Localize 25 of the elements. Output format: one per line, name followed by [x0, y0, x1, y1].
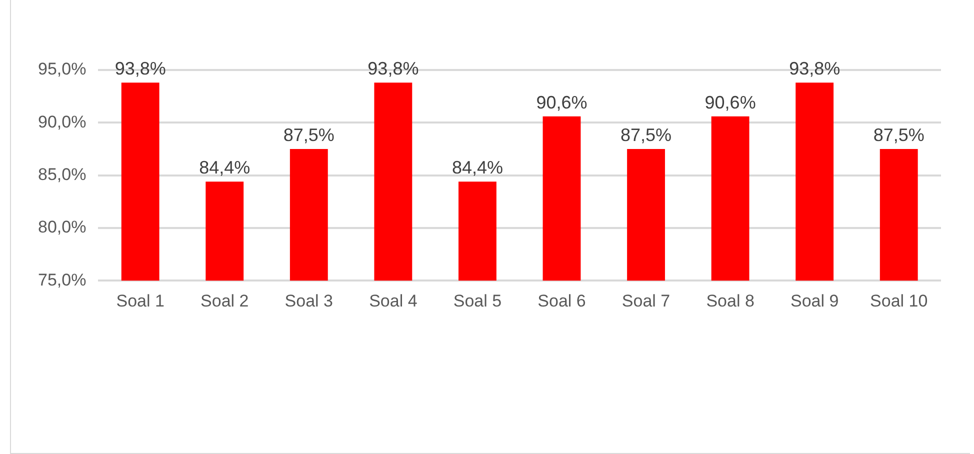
x-tick-label: Soal 1: [116, 291, 164, 310]
x-tick-label: Soal 2: [200, 291, 249, 310]
x-tick-label: Soal 9: [790, 291, 839, 310]
x-tick-label: Soal 7: [622, 291, 670, 310]
data-label: 93,8%: [114, 58, 166, 79]
data-label: 84,4%: [199, 158, 250, 178]
y-tick-label: 95,0%: [38, 60, 86, 79]
x-tick-label: Soal 8: [706, 291, 754, 310]
data-label: 87,5%: [620, 124, 672, 145]
x-tick-label: Soal 5: [453, 291, 502, 310]
data-label: 84,4%: [452, 158, 503, 178]
y-tick-label: 90,0%: [38, 112, 86, 132]
y-tick-label: 75,0%: [38, 270, 86, 290]
x-tick-label: Soal 4: [369, 291, 418, 310]
x-tick-label: Soal 3: [284, 291, 334, 310]
data-label: 90,6%: [536, 92, 588, 112]
data-label: 93,8%: [368, 58, 419, 79]
x-tick-label: Soal 6: [538, 291, 586, 310]
y-tick-label: 80,0%: [38, 218, 86, 237]
data-label: 93,8%: [789, 58, 840, 79]
x-tick-label: Soal 10: [870, 291, 928, 310]
y-tick-label: 85,0%: [38, 164, 86, 184]
data-label: 87,5%: [873, 124, 924, 145]
data-label: 87,5%: [283, 124, 334, 145]
data-label: 90,6%: [704, 92, 756, 112]
